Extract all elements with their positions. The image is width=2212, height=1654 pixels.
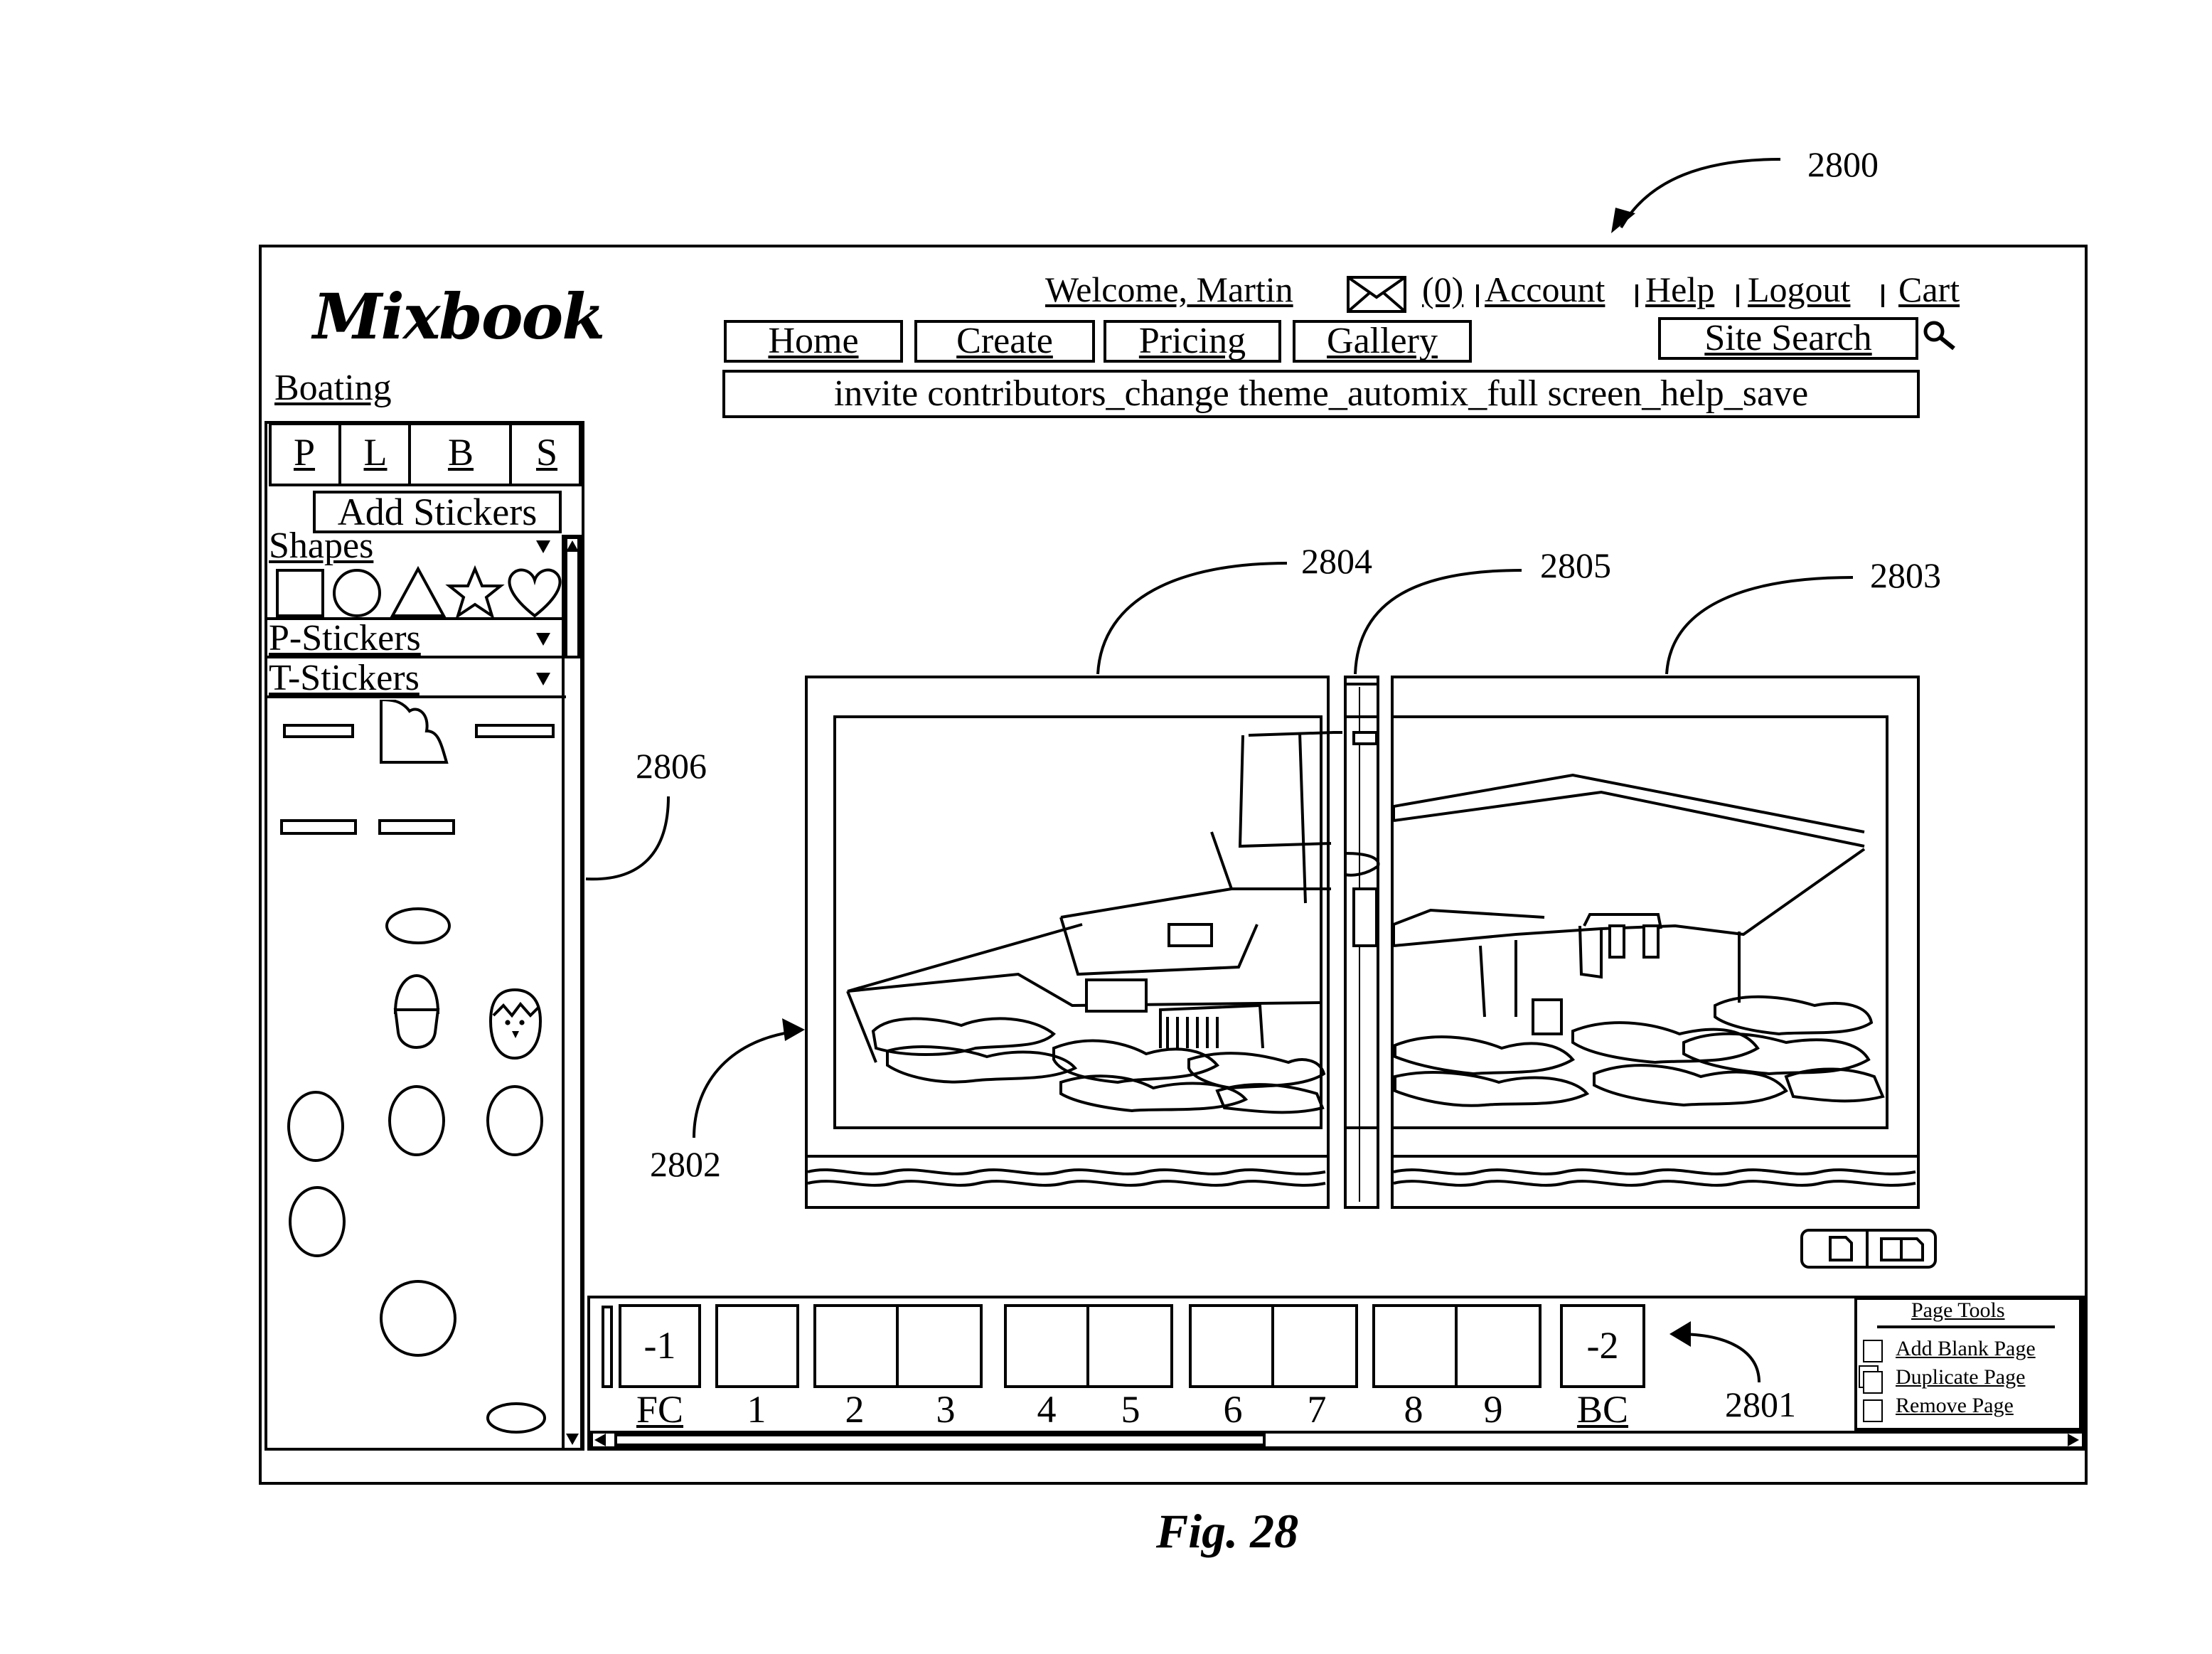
pricing-button[interactable]: Pricing bbox=[1104, 320, 1281, 363]
duplicate-page-icon bbox=[1863, 1371, 1883, 1394]
heart-shape-icon bbox=[510, 570, 560, 616]
tab-backgrounds[interactable]: B bbox=[411, 422, 511, 484]
site-search-input[interactable]: Site Search bbox=[1658, 317, 1918, 360]
scroll-left-icon[interactable] bbox=[592, 1432, 609, 1448]
category-shapes[interactable]: Shapes bbox=[269, 528, 565, 565]
bar-sticker-icon bbox=[380, 821, 454, 833]
account-link[interactable]: Account bbox=[1485, 270, 1605, 313]
figure-caption: Fig. 28 bbox=[0, 1505, 2212, 1562]
add-blank-page-link[interactable]: Add Blank Page bbox=[1896, 1337, 2036, 1362]
remove-page-icon bbox=[1863, 1399, 1883, 1422]
oval-sticker-icon bbox=[387, 909, 449, 943]
basket-sticker-icon bbox=[395, 1010, 438, 1047]
two-page-spread-icon[interactable] bbox=[1881, 1239, 1901, 1260]
mixbook-logo[interactable]: Mixbook bbox=[313, 279, 604, 358]
thumbnail-scroll-thumb[interactable] bbox=[614, 1434, 1266, 1446]
tab-layouts[interactable]: L bbox=[341, 422, 410, 484]
welcome-user-link[interactable]: Welcome, Martin bbox=[1045, 270, 1293, 313]
ref-2800: 2800 bbox=[1807, 148, 1879, 183]
egg-sticker-icon bbox=[395, 976, 438, 1013]
page-5-label: 5 bbox=[1102, 1388, 1159, 1431]
back-cover-thumbnail[interactable]: -2 bbox=[1560, 1304, 1645, 1388]
circle-sticker-icon bbox=[381, 1281, 455, 1355]
page-tools-title: Page Tools bbox=[1911, 1298, 2005, 1324]
oval-sticker-icon bbox=[390, 1087, 444, 1155]
oval-sticker-icon bbox=[488, 1404, 545, 1432]
dropdown-triangle-icon bbox=[536, 673, 550, 685]
home-button[interactable]: Home bbox=[724, 320, 903, 363]
page-6-label: 6 bbox=[1204, 1388, 1261, 1431]
page-8-label: 8 bbox=[1385, 1388, 1442, 1431]
add-page-icon bbox=[1863, 1340, 1883, 1362]
dropdown-triangle-icon bbox=[536, 540, 550, 553]
panel-scrollbar[interactable] bbox=[562, 535, 583, 1451]
front-cover-thumbnail[interactable]: -1 bbox=[619, 1304, 701, 1388]
page-3-label: 3 bbox=[917, 1388, 974, 1431]
sticker-grid bbox=[270, 700, 562, 1446]
square-shape-icon bbox=[277, 570, 323, 616]
scroll-up-icon[interactable] bbox=[565, 538, 580, 555]
remove-page-link[interactable]: Remove Page bbox=[1896, 1394, 2014, 1419]
bar-sticker-icon bbox=[282, 821, 356, 833]
back-cover-label: BC bbox=[1574, 1388, 1631, 1431]
help-link[interactable]: Help bbox=[1645, 270, 1714, 313]
page-1-thumbnail[interactable] bbox=[715, 1304, 799, 1388]
view-toggle-icons bbox=[1803, 1232, 1934, 1266]
cloud-sticker-icon bbox=[381, 700, 447, 762]
magnifier-icon[interactable] bbox=[1921, 319, 1958, 353]
dropdown-triangle-icon bbox=[536, 633, 550, 646]
page-7-label: 7 bbox=[1288, 1388, 1345, 1431]
category-p-stickers[interactable]: P-Stickers bbox=[269, 620, 565, 657]
page-1-label: 1 bbox=[728, 1388, 785, 1431]
front-cover-label: FC bbox=[631, 1388, 688, 1431]
category-t-stickers-label: T-Stickers bbox=[269, 657, 420, 698]
page-4-label: 4 bbox=[1018, 1388, 1075, 1431]
message-count-link[interactable]: (0) bbox=[1422, 270, 1463, 313]
category-shapes-label: Shapes bbox=[269, 525, 373, 566]
editor-toolbar[interactable]: invite contributors_change theme_automix… bbox=[722, 370, 1920, 418]
logout-link[interactable]: Logout bbox=[1748, 270, 1850, 313]
thumbnail-drag-handle[interactable] bbox=[602, 1306, 613, 1388]
category-t-stickers[interactable]: T-Stickers bbox=[269, 660, 565, 697]
oval-sticker-icon bbox=[289, 1092, 343, 1161]
oval-sticker-icon bbox=[290, 1188, 344, 1256]
triangle-shape-icon bbox=[392, 569, 444, 616]
bar-sticker-icon bbox=[476, 725, 553, 737]
chick-sticker-icon bbox=[491, 990, 540, 1058]
tab-stickers[interactable]: S bbox=[512, 422, 582, 484]
page-2-label: 2 bbox=[826, 1388, 883, 1431]
category-p-stickers-label: P-Stickers bbox=[269, 617, 421, 658]
duplicate-page-link[interactable]: Duplicate Page bbox=[1896, 1365, 2025, 1391]
envelope-icon[interactable] bbox=[1347, 276, 1406, 313]
create-button[interactable]: Create bbox=[914, 320, 1095, 363]
gallery-button[interactable]: Gallery bbox=[1293, 320, 1472, 363]
project-name-link[interactable]: Boating bbox=[274, 367, 392, 410]
page-9-label: 9 bbox=[1465, 1388, 1522, 1431]
scroll-down-icon[interactable] bbox=[565, 1431, 580, 1448]
bar-sticker-icon bbox=[284, 725, 353, 737]
star-shape-icon bbox=[449, 569, 501, 616]
spread-photo[interactable] bbox=[805, 676, 1920, 1209]
circle-shape-icon bbox=[334, 570, 380, 616]
shape-sticker-row bbox=[267, 565, 566, 621]
single-page-icon[interactable] bbox=[1830, 1237, 1852, 1260]
scroll-right-icon[interactable] bbox=[2065, 1432, 2082, 1448]
oval-sticker-icon bbox=[488, 1087, 542, 1155]
tab-photos[interactable]: P bbox=[269, 422, 340, 484]
cart-link[interactable]: Cart bbox=[1898, 270, 1960, 313]
